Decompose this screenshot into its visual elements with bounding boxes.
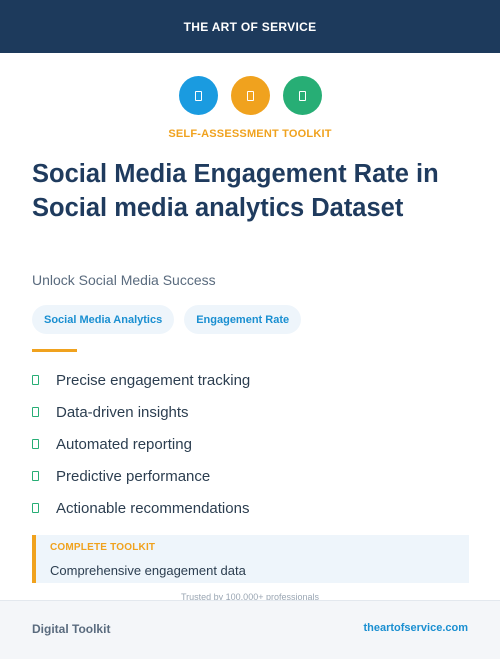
feature-item: Actionable recommendations [32,492,250,524]
feature-text: Predictive performance [56,467,211,485]
check-icon [32,407,39,417]
check-icon [32,503,39,513]
brand-name: THE ART OF SERVICE [183,19,317,34]
feature-text: Actionable recommendations [56,499,250,517]
footer-label: Digital Toolkit [32,622,111,636]
tag-list: Social Media Analytics Engagement Rate [32,305,302,334]
header-bar: THE ART OF SERVICE [0,0,500,53]
feature-text: Precise engagement tracking [56,371,251,389]
tag-social-media-analytics: Social Media Analytics [32,305,175,334]
icon-row [0,76,500,115]
check-icon [32,439,39,449]
accent-divider [32,349,77,352]
tag-engagement-rate: Engagement Rate [184,305,302,334]
subtitle: Unlock Social Media Success [32,272,216,288]
website-link[interactable]: theartofservice.com [363,622,468,634]
callout-text: Comprehensive engagement data [50,563,246,578]
feature-list: Precise engagement tracking Data-driven … [32,364,250,524]
feature-text: Automated reporting [56,435,192,453]
eyebrow-label: SELF-ASSESSMENT TOOLKIT [168,128,332,140]
document-icon [178,76,218,115]
trusted-note: Trusted by 100,000+ professionals [180,592,319,602]
check-icon [32,375,39,385]
feature-text: Data-driven insights [56,403,189,421]
feature-item: Data-driven insights [32,396,250,428]
feature-item: Predictive performance [32,460,250,492]
clipboard-icon [230,76,270,115]
callout-label: COMPLETE TOOLKIT [50,542,156,553]
feature-item: Automated reporting [32,428,250,460]
toolkit-callout: COMPLETE TOOLKIT Comprehensive engagemen… [32,535,469,583]
page-title: Social Media Engagement Rate in Social m… [32,160,439,222]
checklist-icon [282,76,322,115]
check-icon [32,471,39,481]
footer: Digital Toolkit theartofservice.com [0,600,500,659]
feature-item: Precise engagement tracking [32,364,250,396]
